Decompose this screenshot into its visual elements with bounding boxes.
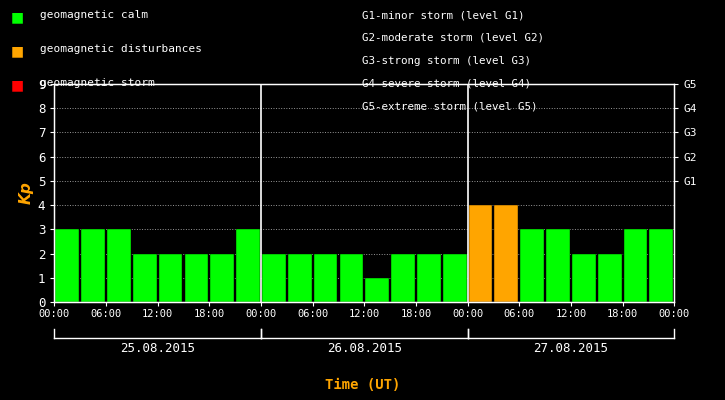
Text: geomagnetic calm: geomagnetic calm	[40, 10, 148, 20]
Text: geomagnetic storm: geomagnetic storm	[40, 78, 154, 88]
Bar	[598, 254, 621, 302]
Bar	[546, 229, 570, 302]
Text: 26.08.2015: 26.08.2015	[327, 342, 402, 355]
Text: 27.08.2015: 27.08.2015	[534, 342, 608, 355]
Bar	[521, 229, 544, 302]
Text: ■: ■	[11, 78, 24, 92]
Bar	[288, 254, 312, 302]
Text: Time (UT): Time (UT)	[325, 378, 400, 392]
Bar	[133, 254, 157, 302]
Bar	[185, 254, 208, 302]
Bar	[81, 229, 105, 302]
Bar	[210, 254, 234, 302]
Text: G3-strong storm (level G3): G3-strong storm (level G3)	[362, 56, 531, 66]
Text: ■: ■	[11, 44, 24, 58]
Bar	[443, 254, 467, 302]
Text: ■: ■	[11, 10, 24, 24]
Y-axis label: Kp: Kp	[19, 182, 33, 204]
Text: G5-extreme storm (level G5): G5-extreme storm (level G5)	[362, 101, 538, 111]
Bar	[572, 254, 596, 302]
Bar	[417, 254, 441, 302]
Bar	[107, 229, 130, 302]
Bar	[262, 254, 286, 302]
Text: geomagnetic disturbances: geomagnetic disturbances	[40, 44, 202, 54]
Bar	[339, 254, 363, 302]
Bar	[392, 254, 415, 302]
Bar	[365, 278, 389, 302]
Bar	[55, 229, 79, 302]
Bar	[494, 205, 518, 302]
Bar	[650, 229, 674, 302]
Text: G1-minor storm (level G1): G1-minor storm (level G1)	[362, 10, 525, 20]
Bar	[159, 254, 183, 302]
Bar	[624, 229, 647, 302]
Bar	[468, 205, 492, 302]
Text: G2-moderate storm (level G2): G2-moderate storm (level G2)	[362, 33, 544, 43]
Text: 25.08.2015: 25.08.2015	[120, 342, 195, 355]
Bar	[236, 229, 260, 302]
Text: G4-severe storm (level G4): G4-severe storm (level G4)	[362, 78, 531, 88]
Bar	[314, 254, 337, 302]
